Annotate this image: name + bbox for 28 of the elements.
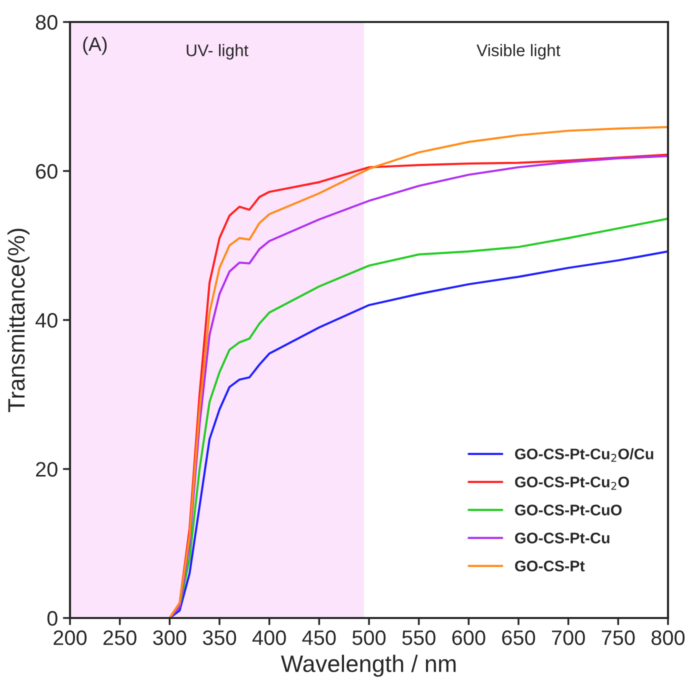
y-tick-label: 60 [36, 164, 58, 179]
x-tick-label: 500 [352, 630, 386, 646]
y-tick-label: 40 [36, 313, 58, 328]
legend-label: GO-CS-Pt [515, 560, 585, 572]
x-tick-label: 550 [402, 630, 436, 646]
x-tick-label: 700 [552, 630, 585, 646]
legend-label: GO-CS-Pt-Cu$_{2}$O/Cu [515, 448, 654, 462]
annotation: (A) [83, 36, 107, 55]
legend-label: GO-CS-Pt-Cu [515, 532, 610, 544]
x-tick-label: 200 [54, 630, 87, 646]
x-tick-label: 650 [502, 630, 536, 646]
x-tick-label: 350 [202, 630, 236, 646]
x-tick-label: 800 [652, 630, 685, 646]
x-axis-title: Wavelength / nm [280, 654, 456, 677]
y-tick-label: 80 [36, 15, 58, 30]
x-tick-label: 600 [452, 630, 486, 646]
legend-label: GO-CS-Pt-Cu$_{2}$O [515, 476, 629, 490]
x-tick-label: 450 [302, 630, 336, 646]
x-tick-label: 400 [252, 630, 286, 646]
y-tick-label: 20 [36, 462, 58, 477]
y-axis-title: Transmittance(%) [7, 228, 30, 412]
band-label: UV- light [186, 44, 248, 60]
legend-label: GO-CS-Pt-CuO [515, 504, 622, 516]
y-tick-label: 0 [47, 611, 58, 626]
x-tick-label: 250 [104, 630, 136, 646]
annotation: Visible light [476, 44, 560, 60]
x-tick-label: 300 [153, 630, 186, 646]
x-tick-label: 750 [602, 630, 635, 646]
